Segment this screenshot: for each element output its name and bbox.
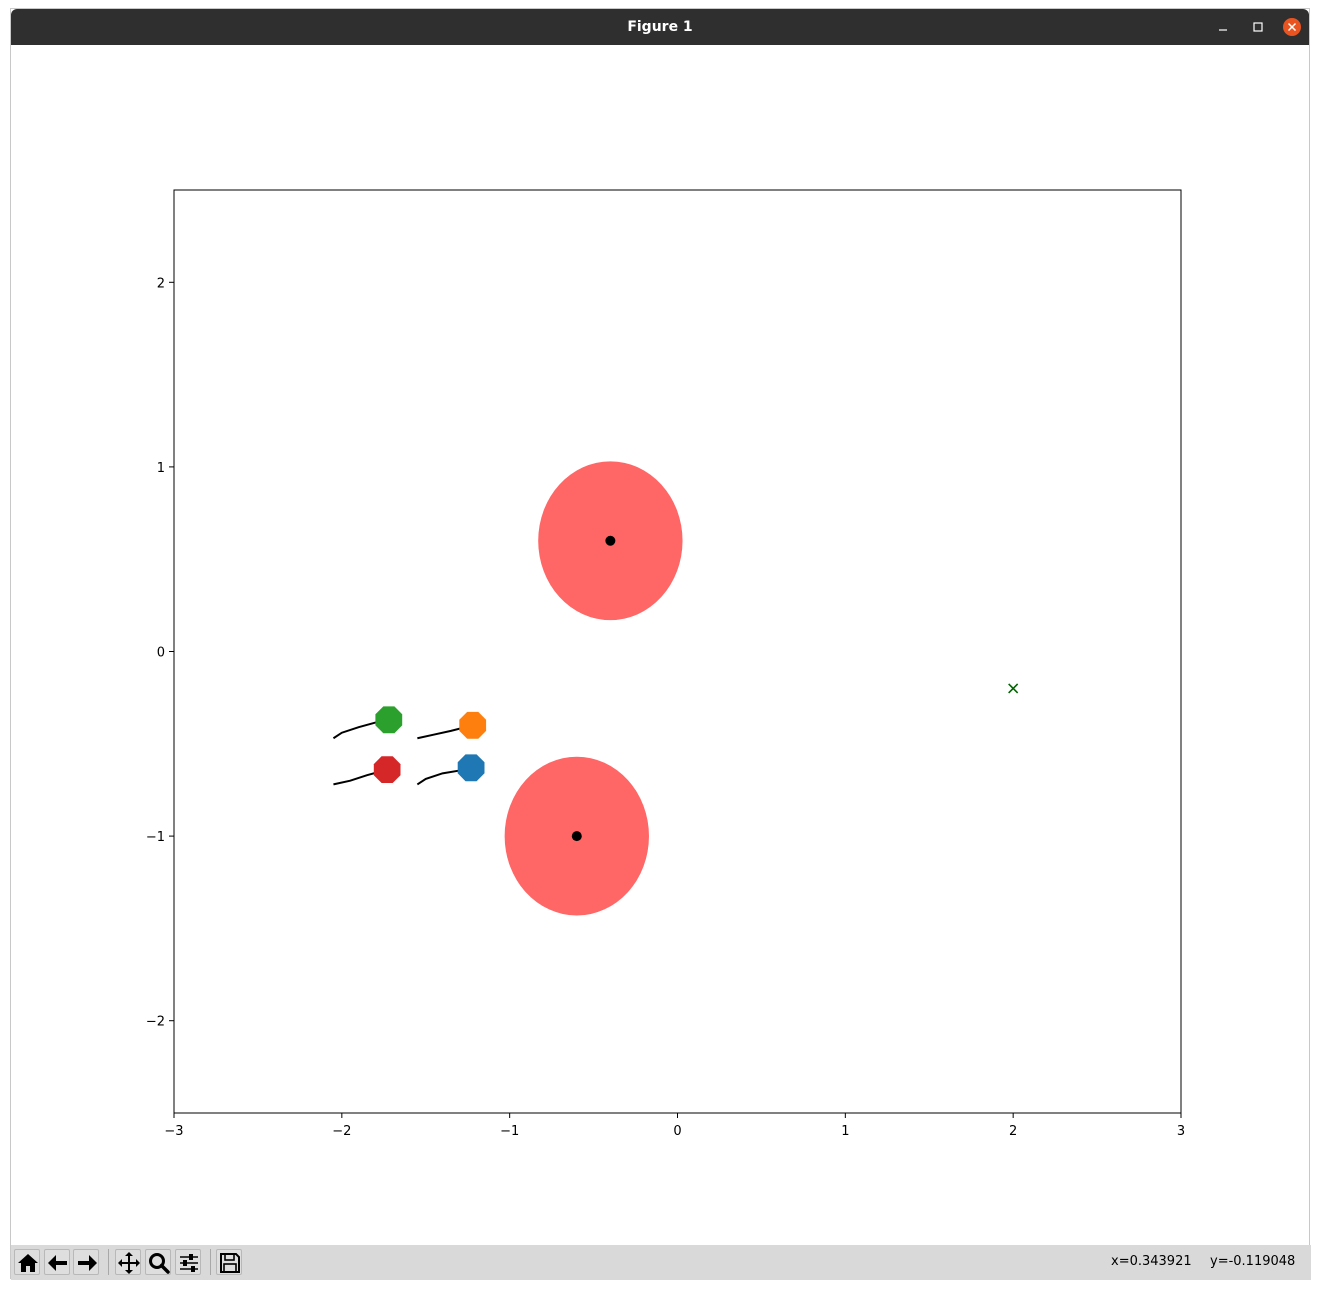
y-coordinate-readout: y=-0.119048: [1210, 1254, 1296, 1269]
obstacle-center-point: [571, 831, 582, 842]
zoom-button[interactable]: [145, 1249, 171, 1275]
save-button[interactable]: [216, 1249, 242, 1275]
x-tick-label: −2: [332, 1124, 351, 1139]
minimize-icon: [1219, 29, 1227, 31]
plot-svg[interactable]: −3 −2 −1 0 1 2 3 −2 −1 0 1 2: [11, 45, 1311, 1245]
plot-canvas[interactable]: −3 −2 −1 0 1 2 3 −2 −1 0 1 2: [11, 45, 1311, 1245]
y-tick-label: 1: [157, 461, 165, 476]
toolbar-separator: [108, 1249, 109, 1275]
agent-marker: [459, 711, 487, 739]
x-tick-label: −1: [500, 1124, 519, 1139]
x-coordinate-readout: x=0.343921: [1111, 1254, 1192, 1269]
title-bar[interactable]: Figure 1: [11, 9, 1309, 45]
axes-frame: [173, 189, 1182, 1114]
y-tick-label: −1: [146, 830, 165, 845]
y-tick-label: 0: [157, 646, 165, 661]
agent-marker: [375, 706, 403, 734]
back-button[interactable]: [44, 1249, 70, 1275]
floppy-disk-icon: [220, 1253, 240, 1273]
agent-marker: [373, 756, 401, 783]
x-tick-label: 3: [1177, 1124, 1185, 1139]
maximize-icon: [1253, 22, 1263, 32]
configure-subplots-button[interactable]: [175, 1249, 201, 1275]
close-icon: [1283, 18, 1301, 36]
sliders-icon: [180, 1254, 198, 1272]
maximize-button[interactable]: [1249, 18, 1267, 36]
goal-marker-stroke: [1008, 683, 1019, 694]
pan-button[interactable]: [115, 1249, 141, 1275]
move-icon: [118, 1252, 140, 1274]
close-button[interactable]: [1283, 18, 1301, 36]
arrow-left-icon: [48, 1255, 67, 1271]
arrow-right-icon: [78, 1255, 97, 1271]
y-tick-label: 2: [157, 276, 165, 291]
navigation-toolbar: x=0.343921 y=-0.119048: [11, 1245, 1311, 1280]
obstacle-center-point: [605, 535, 616, 546]
agent-marker: [457, 754, 485, 782]
forward-button[interactable]: [73, 1249, 99, 1275]
minimize-button[interactable]: [1214, 18, 1232, 36]
x-tick-label: −3: [164, 1124, 183, 1139]
figure-window: Figure 1 −3 −2 −1 0 1 2 3 −2 −1 0 1 2: [10, 8, 1311, 1280]
x-tick-label: 2: [1009, 1124, 1017, 1139]
home-icon: [18, 1254, 38, 1272]
x-tick-label: 0: [673, 1124, 681, 1139]
magnifier-icon: [149, 1253, 170, 1274]
y-tick-label: −2: [146, 1015, 165, 1030]
home-button[interactable]: [14, 1249, 40, 1275]
toolbar-separator: [210, 1249, 211, 1275]
window-title: Figure 1: [627, 19, 693, 35]
x-tick-label: 1: [841, 1124, 849, 1139]
